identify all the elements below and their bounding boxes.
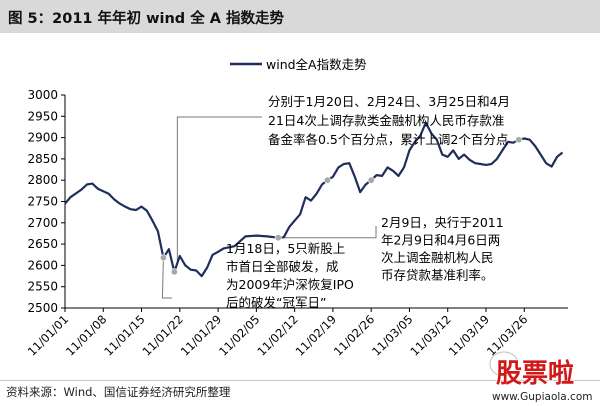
chart-legend: wind全A指数走势 (230, 57, 367, 72)
x-tick-label: 11/01/15 (101, 312, 147, 358)
annotation-line: 年2月9日和4月6日两 (381, 233, 500, 248)
annotation-line: 备金率各0.5个百分点，累计上调2个百分点 (268, 132, 508, 147)
annotation-line: 币存贷款基准利率。 (381, 268, 494, 283)
x-tick-label: 11/02/05 (216, 312, 262, 358)
y-tick-label: 3000 (27, 88, 58, 102)
x-tick-label: 11/01/29 (178, 312, 224, 358)
x-tick-label: 11/03/12 (407, 312, 453, 358)
line-chart: 2500 2550 2600 2650 2700 2750 2800 2850 2900 2950… (25, 57, 568, 359)
annotation-line: 后的破发“冠军日” (226, 295, 326, 310)
annotation-ipo-break: 1月18日，5只新股上市首日全部破发，成为2009年沪深恢复IPO 后的破发“冠军… (226, 241, 354, 310)
annotation-line: 分别于1月20日、2月24日、3月25日和4月 (268, 94, 510, 109)
x-tick-label: 11/03/05 (369, 312, 415, 358)
annotation-line: 市首日全部破发，成 (226, 259, 339, 274)
marker-jan20 (170, 268, 178, 276)
y-tick-label: 2700 (27, 216, 58, 230)
legend-label: wind全A指数走势 (266, 57, 367, 72)
marker-feb09 (274, 234, 282, 242)
x-tick-label: 11/02/12 (254, 312, 300, 358)
annotation-rate-hike: 2月9日，央行于2011 年2月9日和4月6日两次上调金融机构人民币存贷款基准利率… (381, 215, 504, 283)
annotation-line: 1月18日，5只新股上 (226, 241, 345, 256)
watermark-bubble-icon (489, 351, 519, 377)
x-tick-label: 11/01/22 (140, 312, 186, 358)
annotation-rrr-hikes: 分别于1月20日、2月24日、3月25日和4月 21日4次上调存款类金融机构人民币… (268, 94, 510, 147)
x-tick-label: 11/02/26 (331, 312, 377, 358)
chart-markers (159, 136, 523, 276)
leader-rate (278, 226, 377, 239)
watermark-url: www.Gupiaola.com (492, 391, 592, 403)
y-tick-label: 2600 (27, 258, 58, 272)
source-note: 资料来源：Wind、国信证券经济研究所整理 (6, 385, 231, 399)
y-tick-label: 2850 (27, 152, 58, 166)
y-tick-label: 2750 (27, 195, 58, 209)
leader-ipo (161, 257, 172, 299)
chart-annotations: 分别于1月20日、2月24日、3月25日和4月 21日4次上调存款类金融机构人民币… (226, 94, 510, 310)
annotation-line: 21日4次上调存款类金融机构人民币存款准 (268, 113, 504, 128)
watermark-brand: 股票啦 (496, 358, 574, 389)
figure-title: 图 5：2011 年年初 wind 全 A 指数走势 (8, 11, 285, 27)
footer-divider (0, 380, 600, 381)
y-tick-label: 2650 (27, 237, 58, 251)
annotation-line: 为2009年沪深恢复IPO (226, 277, 354, 292)
x-tick-label: 11/01/01 (25, 312, 71, 358)
marker-feb18 (323, 176, 331, 184)
chart-series (64, 121, 564, 278)
x-tick-label: 11/01/08 (63, 312, 109, 358)
marker-mar25 (515, 136, 523, 144)
title-band (0, 0, 600, 33)
y-tick-label: 2800 (27, 173, 58, 187)
y-tick-label: 2900 (27, 131, 58, 145)
x-tick-label: 11/02/19 (293, 312, 339, 358)
y-tick-label: 2500 (27, 301, 58, 315)
y-tick-label: 2950 (27, 109, 58, 123)
annotation-line: 2月9日，央行于2011 (381, 215, 504, 230)
annotation-line: 次上调金融机构人民 (381, 250, 494, 265)
watermark-logo: 股票啦 www.Gupiaola.com (489, 351, 592, 403)
y-tick-label: 2550 (27, 280, 58, 294)
marker-feb24 (367, 176, 375, 184)
series-line (64, 121, 564, 278)
marker-jan18 (159, 254, 167, 262)
